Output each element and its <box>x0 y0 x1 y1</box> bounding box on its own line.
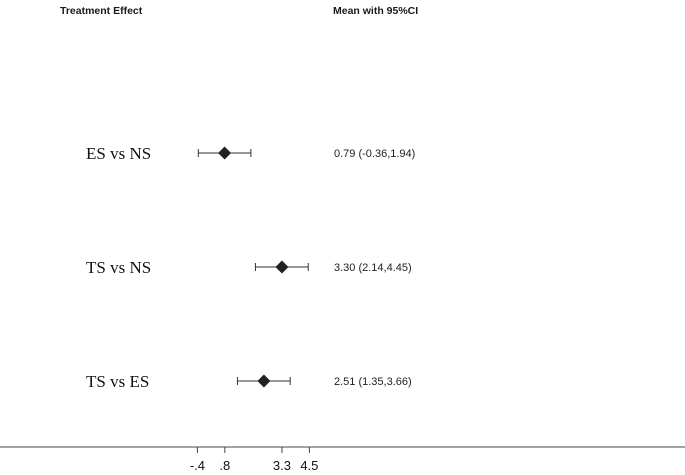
x-tick: 3.3 <box>273 447 291 473</box>
estimate-marker <box>257 374 271 388</box>
value-label: 3.30 (2.14,4.45) <box>334 262 412 274</box>
forest-rows: ES vs NS 0.79 (-0.36,1.94) TS vs NS 3.30 (2… <box>86 144 415 391</box>
value-label: 0.79 (-0.36,1.94) <box>334 148 415 160</box>
x-tick-label: .8 <box>219 458 230 473</box>
x-axis-ticks: -.4 .8 3.3 4.5 <box>190 447 318 473</box>
value-label: 2.51 (1.35,3.66) <box>334 376 412 388</box>
category-label: TS vs ES <box>86 372 149 391</box>
forest-row: TS vs NS 3.30 (2.14,4.45) <box>86 258 412 277</box>
forest-row: ES vs NS 0.79 (-0.36,1.94) <box>86 144 415 163</box>
category-label: ES vs NS <box>86 144 151 163</box>
estimate-marker <box>218 146 232 160</box>
estimate-marker <box>275 260 289 274</box>
category-label: TS vs NS <box>86 258 151 277</box>
x-tick-label: -.4 <box>190 458 205 473</box>
header-treatment-effect: Treatment Effect <box>60 5 143 17</box>
x-tick-label: 4.5 <box>300 458 318 473</box>
forest-row: TS vs ES 2.51 (1.35,3.66) <box>86 372 412 391</box>
x-tick-label: 3.3 <box>273 458 291 473</box>
x-tick: .8 <box>219 447 230 473</box>
header-mean-ci: Mean with 95%CI <box>333 5 418 17</box>
x-tick: -.4 <box>190 447 205 473</box>
x-tick: 4.5 <box>300 447 318 473</box>
